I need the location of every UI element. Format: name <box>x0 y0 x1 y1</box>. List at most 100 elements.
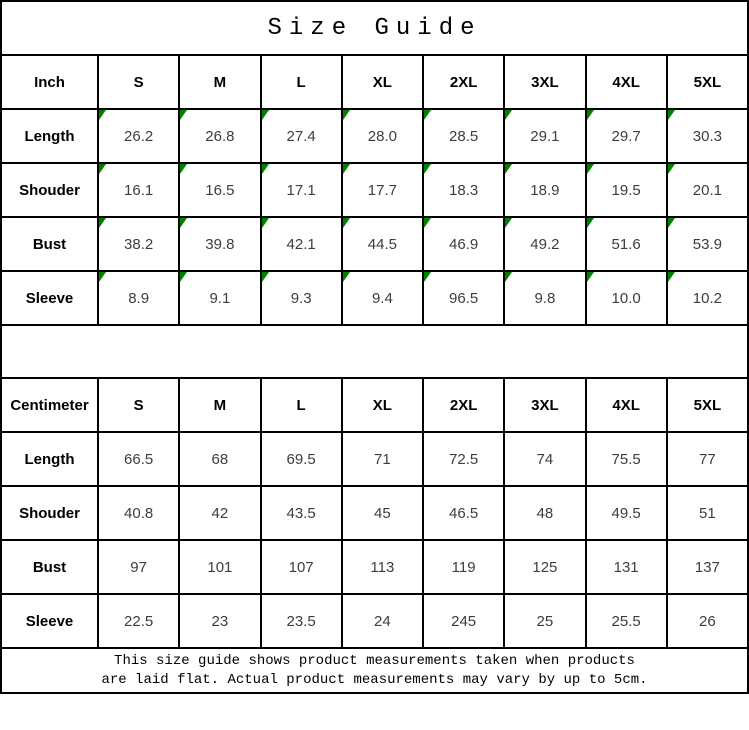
measurement-value-cell: 77 <box>665 431 749 487</box>
cell-corner-marker-icon <box>587 111 594 120</box>
size-header-cell: M <box>178 54 262 110</box>
cell-corner-marker-icon <box>100 111 106 120</box>
cell-corner-marker-icon <box>100 219 106 228</box>
centimeter-table-section: Centimeter S M L XL 2XL 3XL 4XL 5XL Length 66.5 68 6… <box>0 377 749 649</box>
footer-note: This size guide shows product measuremen… <box>0 647 749 694</box>
measurement-value-cell: 9.1 <box>178 270 262 326</box>
measurement-value-cell: 97 <box>96 539 181 595</box>
measurement-value-cell: 24 <box>340 593 425 649</box>
measurement-value-cell: 101 <box>178 539 262 595</box>
unit-label-cell: Centimeter <box>0 377 99 433</box>
measurement-value-cell: 53.9 <box>665 216 749 272</box>
measurement-value-cell: 22.5 <box>96 593 181 649</box>
size-header-cell: 4XL <box>584 54 668 110</box>
cell-corner-marker-icon <box>343 111 350 120</box>
measurement-value-cell: 107 <box>259 539 343 595</box>
measurement-value-cell: 16.5 <box>178 162 262 218</box>
measurement-value-cell: 9.8 <box>503 270 587 326</box>
measurement-value-cell: 8.9 <box>96 270 181 326</box>
measurement-value-cell: 20.1 <box>665 162 749 218</box>
cell-corner-marker-icon <box>181 219 188 228</box>
footer-note-line2: are laid flat. Actual product measuremen… <box>101 671 648 688</box>
measurement-label-cell: Bust <box>0 539 99 595</box>
measurement-row: Length 26.2 26.8 27.4 28.0 28.5 29.1 29.7 30.3 <box>0 108 749 164</box>
measurement-value-cell: 45 <box>340 485 425 541</box>
measurement-value-cell: 42 <box>178 485 262 541</box>
measurement-value-cell: 23.5 <box>259 593 343 649</box>
measurement-value-cell: 26.2 <box>96 108 181 164</box>
cell-corner-marker-icon <box>668 273 675 282</box>
measurement-value-cell: 46.9 <box>421 216 506 272</box>
measurement-label-cell: Bust <box>0 216 99 272</box>
cell-corner-marker-icon <box>262 165 269 174</box>
page-title: Size Guide <box>0 0 749 56</box>
cell-corner-marker-icon <box>100 165 106 174</box>
title-row: Size Guide <box>0 0 749 56</box>
cell-corner-marker-icon <box>425 111 431 120</box>
measurement-value-cell: 29.7 <box>584 108 668 164</box>
measurement-value-cell: 30.3 <box>665 108 749 164</box>
size-header-cell: M <box>178 377 262 433</box>
cell-corner-marker-icon <box>181 273 188 282</box>
size-header-cell: L <box>259 377 343 433</box>
unit-label-cell: Inch <box>0 54 99 110</box>
cell-corner-marker-icon <box>506 165 513 174</box>
cell-corner-marker-icon <box>668 219 675 228</box>
cell-corner-marker-icon <box>587 219 594 228</box>
measurement-value-cell: 125 <box>503 539 587 595</box>
size-header-cell: XL <box>340 54 425 110</box>
cell-corner-marker-icon <box>587 273 594 282</box>
measurement-row: Sleeve 22.5 23 23.5 24 245 25 25.5 26 <box>0 593 749 649</box>
size-header-cell: L <box>259 54 343 110</box>
measurement-row: Shouder 40.8 42 43.5 45 46.5 48 49.5 51 <box>0 485 749 541</box>
cell-corner-marker-icon <box>425 273 431 282</box>
measurement-value-cell: 51 <box>665 485 749 541</box>
measurement-value-cell: 10.0 <box>584 270 668 326</box>
measurement-row: Shouder 16.1 16.5 17.1 17.7 18.3 18.9 19.5 20.1 <box>0 162 749 218</box>
size-header-cell: 4XL <box>584 377 668 433</box>
cell-corner-marker-icon <box>262 219 269 228</box>
footer-note-line1: This size guide shows product measuremen… <box>114 652 635 669</box>
cell-corner-marker-icon <box>262 273 269 282</box>
measurement-value-cell: 19.5 <box>584 162 668 218</box>
measurement-value-cell: 49.5 <box>584 485 668 541</box>
measurement-label-cell: Shouder <box>0 485 99 541</box>
measurement-row: Sleeve 8.9 9.1 9.3 9.4 96.5 9.8 10.0 10.2 <box>0 270 749 326</box>
size-header-cell: XL <box>340 377 425 433</box>
measurement-value-cell: 51.6 <box>584 216 668 272</box>
measurement-label-cell: Shouder <box>0 162 99 218</box>
measurement-value-cell: 18.9 <box>503 162 587 218</box>
measurement-value-cell: 43.5 <box>259 485 343 541</box>
measurement-value-cell: 39.8 <box>178 216 262 272</box>
cell-corner-marker-icon <box>506 219 513 228</box>
measurement-value-cell: 49.2 <box>503 216 587 272</box>
footer-row: This size guide shows product measuremen… <box>0 647 749 694</box>
measurement-label-cell: Length <box>0 431 99 487</box>
cell-corner-marker-icon <box>100 273 106 282</box>
measurement-value-cell: 44.5 <box>340 216 425 272</box>
measurement-value-cell: 17.7 <box>340 162 425 218</box>
measurement-value-cell: 26 <box>665 593 749 649</box>
size-header-cell: 5XL <box>665 377 749 433</box>
measurement-row: Length 66.5 68 69.5 71 72.5 74 75.5 77 <box>0 431 749 487</box>
measurement-value-cell: 25 <box>503 593 587 649</box>
measurement-value-cell: 131 <box>584 539 668 595</box>
measurement-value-cell: 74 <box>503 431 587 487</box>
cell-corner-marker-icon <box>425 165 431 174</box>
measurement-row: Bust 97 101 107 113 119 125 131 137 <box>0 539 749 595</box>
cell-corner-marker-icon <box>506 273 513 282</box>
spacer-row <box>0 324 749 379</box>
cell-corner-marker-icon <box>506 111 513 120</box>
measurement-label-cell: Sleeve <box>0 593 99 649</box>
cell-corner-marker-icon <box>343 219 350 228</box>
measurement-value-cell: 42.1 <box>259 216 343 272</box>
measurement-value-cell: 25.5 <box>584 593 668 649</box>
measurement-value-cell: 66.5 <box>96 431 181 487</box>
measurement-value-cell: 28.5 <box>421 108 506 164</box>
cell-corner-marker-icon <box>262 111 269 120</box>
size-header-cell: 5XL <box>665 54 749 110</box>
measurement-value-cell: 119 <box>421 539 506 595</box>
measurement-value-cell: 26.8 <box>178 108 262 164</box>
measurement-value-cell: 48 <box>503 485 587 541</box>
